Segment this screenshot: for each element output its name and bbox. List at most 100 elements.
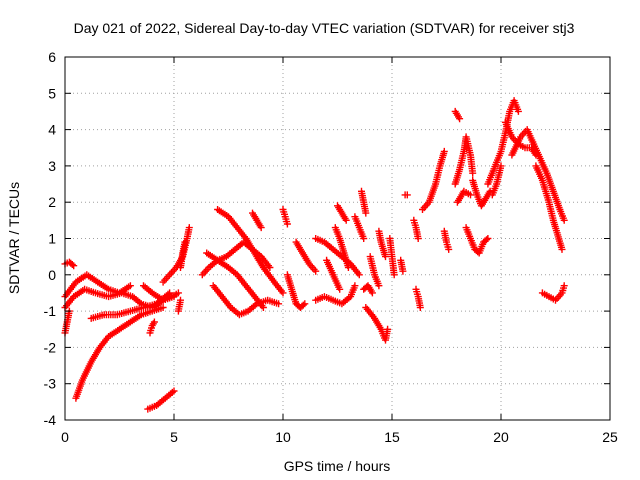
plus-marks: [462, 224, 492, 257]
plus-marks: [283, 271, 309, 311]
series-track-41: [453, 187, 474, 206]
plus-marks: [360, 282, 376, 297]
series-track-26: [351, 213, 368, 242]
plus-marks: [351, 213, 368, 242]
series-track-12: [174, 296, 184, 315]
plus-marks: [440, 227, 453, 253]
series-track-23: [323, 256, 344, 293]
plus-marks: [488, 162, 505, 199]
series-track-27: [358, 187, 370, 217]
series-track-38: [440, 227, 453, 253]
series-track-16: [209, 282, 283, 319]
plus-marks: [419, 147, 448, 213]
series-track-39: [451, 107, 464, 123]
plus-marks: [140, 282, 182, 304]
plus-marks: [362, 304, 392, 344]
y-tick-label: -4: [44, 412, 57, 428]
plus-marks: [144, 387, 178, 413]
plus-marks: [214, 206, 287, 297]
axis-ticks: 0 5 10 15 20 25 -4 -3 -2 -1 0 1 2 3 4 5 6: [44, 49, 618, 445]
y-tick-label: -3: [44, 376, 57, 392]
series-track-20: [292, 238, 320, 275]
y-tick-label: 5: [48, 85, 56, 101]
plus-marks: [334, 202, 350, 224]
series-track-37: [419, 147, 448, 213]
series-track-19: [283, 271, 309, 311]
series-track-22: [312, 282, 359, 308]
plus-marks: [146, 318, 158, 337]
y-tick-label: 2: [48, 194, 56, 210]
grid-layer: [65, 57, 610, 420]
plus-marks: [174, 296, 184, 315]
plus-marks: [469, 176, 494, 210]
series-track-43: [469, 176, 494, 210]
x-tick-label: 20: [493, 429, 509, 445]
series-track-6: [144, 387, 178, 413]
plus-marks: [249, 209, 265, 232]
plus-marks: [159, 224, 193, 286]
plus-marks: [366, 253, 383, 290]
plus-marks: [292, 238, 320, 275]
plus-marks: [72, 304, 167, 402]
series-track-47: [508, 126, 568, 224]
series-track-33: [397, 256, 407, 275]
series-track-29: [362, 304, 392, 344]
series-track-18: [279, 206, 291, 228]
plus-marks: [397, 256, 407, 275]
series-track-32: [386, 235, 398, 279]
plus-marks: [412, 285, 424, 311]
series-track-36: [412, 285, 424, 311]
plus-marks: [177, 238, 189, 271]
series-track-7: [146, 318, 158, 337]
series-track-8: [61, 307, 73, 337]
plus-marks: [312, 235, 363, 279]
y-tick-label: 3: [48, 158, 56, 174]
series-track-24: [331, 224, 352, 271]
plus-marks: [375, 227, 389, 261]
series-track-48: [532, 162, 566, 253]
series-track-40: [451, 133, 477, 188]
x-tick-label: 5: [170, 429, 178, 445]
plus-marks: [331, 224, 352, 271]
x-axis-label: GPS time / hours: [284, 458, 391, 474]
plus-marks: [279, 206, 291, 228]
y-tick-label: 0: [48, 267, 56, 283]
y-tick-label: -1: [44, 303, 57, 319]
y-tick-label: 1: [48, 231, 56, 247]
series-track-49: [538, 282, 568, 304]
plus-marks: [401, 191, 411, 199]
series-track-5: [140, 282, 182, 304]
series-track-3: [72, 304, 167, 402]
y-tick-label: 6: [48, 49, 56, 65]
plus-marks: [312, 282, 359, 308]
series-track-35: [410, 216, 422, 242]
series-track-30: [366, 253, 383, 290]
plus-marks: [453, 187, 474, 206]
plus-marks: [451, 107, 464, 123]
series-track-34: [401, 191, 411, 199]
series-track-17: [249, 209, 265, 232]
plus-marks: [61, 258, 78, 270]
series-track-31: [375, 227, 389, 261]
x-tick-label: 25: [602, 429, 618, 445]
chart-title: Day 021 of 2022, Sidereal Day-to-day VTE…: [74, 20, 575, 36]
series-track-15: [214, 206, 287, 297]
plus-marks: [209, 282, 283, 319]
plus-marks: [386, 235, 398, 279]
data-marks: [61, 97, 568, 413]
plus-marks: [358, 187, 370, 217]
series-track-25: [334, 202, 350, 224]
x-tick-label: 0: [61, 429, 69, 445]
x-tick-label: 10: [275, 429, 291, 445]
series-track-42: [462, 224, 492, 257]
y-axis-label: SDTVAR / TECUs: [6, 182, 22, 294]
y-tick-label: 4: [48, 122, 56, 138]
plus-marks: [532, 162, 566, 253]
plus-marks: [451, 133, 477, 188]
plus-marks: [61, 307, 73, 337]
series-track-45: [488, 162, 505, 199]
y-tick-label: -2: [44, 339, 57, 355]
x-tick-label: 15: [384, 429, 400, 445]
series-track-28: [360, 282, 376, 297]
